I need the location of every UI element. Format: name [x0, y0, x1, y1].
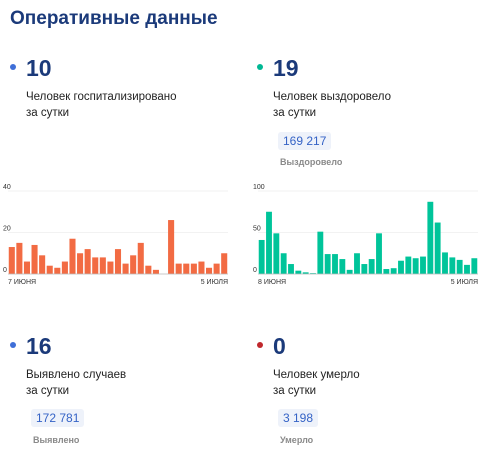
recovered-line1: Человек выздоровело [273, 91, 392, 103]
chart-bar [92, 257, 99, 274]
recovered-chart: 0 50 100 8 ИЮНЯ 5 ИЮЛЯ [253, 184, 478, 286]
chart-bar [339, 259, 346, 274]
y-tick-label: 0 [253, 267, 257, 274]
x-end-label: 5 ИЮЛЯ [451, 279, 478, 286]
chart-bar [258, 239, 265, 274]
chart-bar [302, 272, 309, 274]
chart-bar [383, 269, 390, 274]
chart-bar [206, 267, 213, 274]
y-tick-label: 50 [253, 226, 261, 233]
chart-bar [346, 269, 353, 274]
chart-bar [324, 254, 331, 274]
chart-bar [61, 261, 68, 274]
chart-bar [46, 265, 53, 274]
recovered-total-label: Выздоровело [280, 157, 343, 167]
chart-bar [130, 255, 137, 274]
page-title: Оперативные данные [10, 8, 218, 29]
deaths-total-label: Умерло [280, 435, 314, 445]
recovered-description: Человек выздоровело за сутки [273, 89, 391, 121]
x-end-label: 5 ИЮЛЯ [201, 279, 228, 286]
chart-bar [39, 255, 46, 274]
chart-bar [137, 242, 144, 274]
y-tick-label: 40 [3, 184, 11, 191]
cases-line2: за сутки [26, 385, 70, 397]
y-tick-label: 0 [3, 267, 7, 274]
deaths-value: 0 [273, 333, 286, 359]
chart-bar [420, 256, 426, 274]
status-dot [257, 342, 263, 348]
cases-line1: Выявлено случаев [26, 369, 127, 381]
hospitalized-line2: за сутки [26, 107, 70, 119]
hospitalized-value: 10 [26, 55, 52, 81]
chart-bar [266, 211, 272, 274]
chart-bar [368, 259, 375, 274]
chart-bar [405, 256, 412, 274]
recovered-total: 169 217 [278, 132, 332, 150]
chart-bar [54, 267, 61, 274]
hospitalized-line1: Человек госпитализировано [26, 91, 177, 103]
chart-bar [427, 201, 434, 274]
chart-bar [310, 273, 316, 274]
chart-bar [280, 253, 287, 274]
chart-bar [183, 263, 190, 274]
chart-bar [213, 263, 220, 274]
chart-bar [464, 264, 470, 274]
hospitalized-description: Человек госпитализировано за сутки [26, 89, 177, 121]
deaths-total: 3 198 [278, 409, 319, 427]
y-tick-label: 20 [3, 226, 11, 233]
chart-bar [412, 258, 419, 274]
chart-bar [471, 258, 478, 274]
chart-bar [442, 252, 448, 274]
status-dot [257, 64, 263, 70]
hospitalized-chart: 0 20 40 7 ИЮНЯ 5 ИЮЛЯ [3, 184, 228, 286]
x-start-label: 7 ИЮНЯ [8, 279, 36, 286]
chart-bar [99, 257, 106, 274]
chart-bar [456, 259, 463, 274]
chart-bar [77, 253, 84, 274]
deaths-description: Человек умерло за сутки [273, 367, 360, 399]
chart-bar [434, 222, 441, 274]
cases-value: 16 [26, 333, 52, 359]
chart-bar [168, 220, 175, 274]
x-start-label: 8 ИЮНЯ [258, 279, 286, 286]
chart-bar [273, 233, 280, 274]
chart-bar [198, 261, 205, 274]
chart-bar [107, 261, 114, 274]
chart-bar [145, 265, 152, 274]
chart-bar [152, 269, 159, 274]
cases-total: 172 781 [31, 409, 85, 427]
chart-bar [354, 253, 360, 274]
chart-bar [295, 270, 302, 274]
chart-bar [8, 247, 15, 274]
chart-bar [390, 268, 397, 274]
chart-bar [16, 242, 23, 274]
chart-bar [114, 249, 122, 274]
y-tick-label: 100 [253, 184, 265, 191]
chart-bar [190, 263, 197, 274]
status-dot [10, 64, 16, 70]
chart-bar [221, 253, 228, 274]
chart-bar [69, 238, 76, 274]
cases-total-label: Выявлено [33, 435, 80, 445]
chart-bar [361, 264, 368, 274]
chart-bar [317, 231, 324, 274]
chart-bar [398, 260, 404, 274]
recovered-value: 19 [273, 55, 299, 81]
chart-bar [31, 244, 38, 274]
chart-bar [84, 249, 91, 274]
chart-bar [332, 254, 338, 274]
recovered-line2: за сутки [273, 107, 317, 119]
deaths-line1: Человек умерло [273, 369, 360, 381]
deaths-line2: за сутки [273, 385, 317, 397]
chart-bar [122, 263, 129, 274]
chart-bar [175, 263, 182, 274]
chart-bar [23, 261, 30, 274]
status-dot [10, 342, 16, 348]
chart-bar [288, 264, 294, 274]
cases-description: Выявлено случаев за сутки [26, 367, 126, 399]
chart-bar [449, 257, 456, 274]
chart-bar [376, 233, 382, 274]
